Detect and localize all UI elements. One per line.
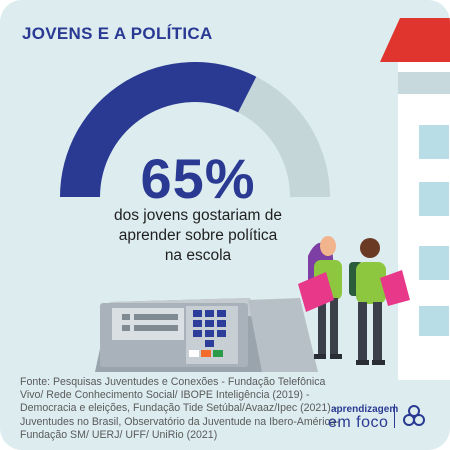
source-citation: Fonte: Pesquisas Juventudes e Conexões -… [20,376,340,441]
brand-logo-icon [403,405,425,426]
brand-name-top: aprendizagem [331,404,399,415]
gauge-fill [60,62,257,197]
stat-description-line-1: dos jovens gostariam de [113,207,282,224]
school-building-illustration [380,18,450,380]
percentage-gauge [60,62,330,197]
student-boy-illustration [349,238,410,365]
infographic-title: JOVENS E A POLÍTICA [22,24,213,43]
brand-divider [394,404,395,428]
brand-name-bottom: em foco [328,414,389,431]
student-girl-illustration [298,236,342,359]
stat-description-line-3: na escola [164,247,232,264]
voting-machine-illustration [95,298,318,372]
stat-description-line-2: aprender sobre política [118,227,278,244]
stat-percent: 65% [140,147,256,210]
